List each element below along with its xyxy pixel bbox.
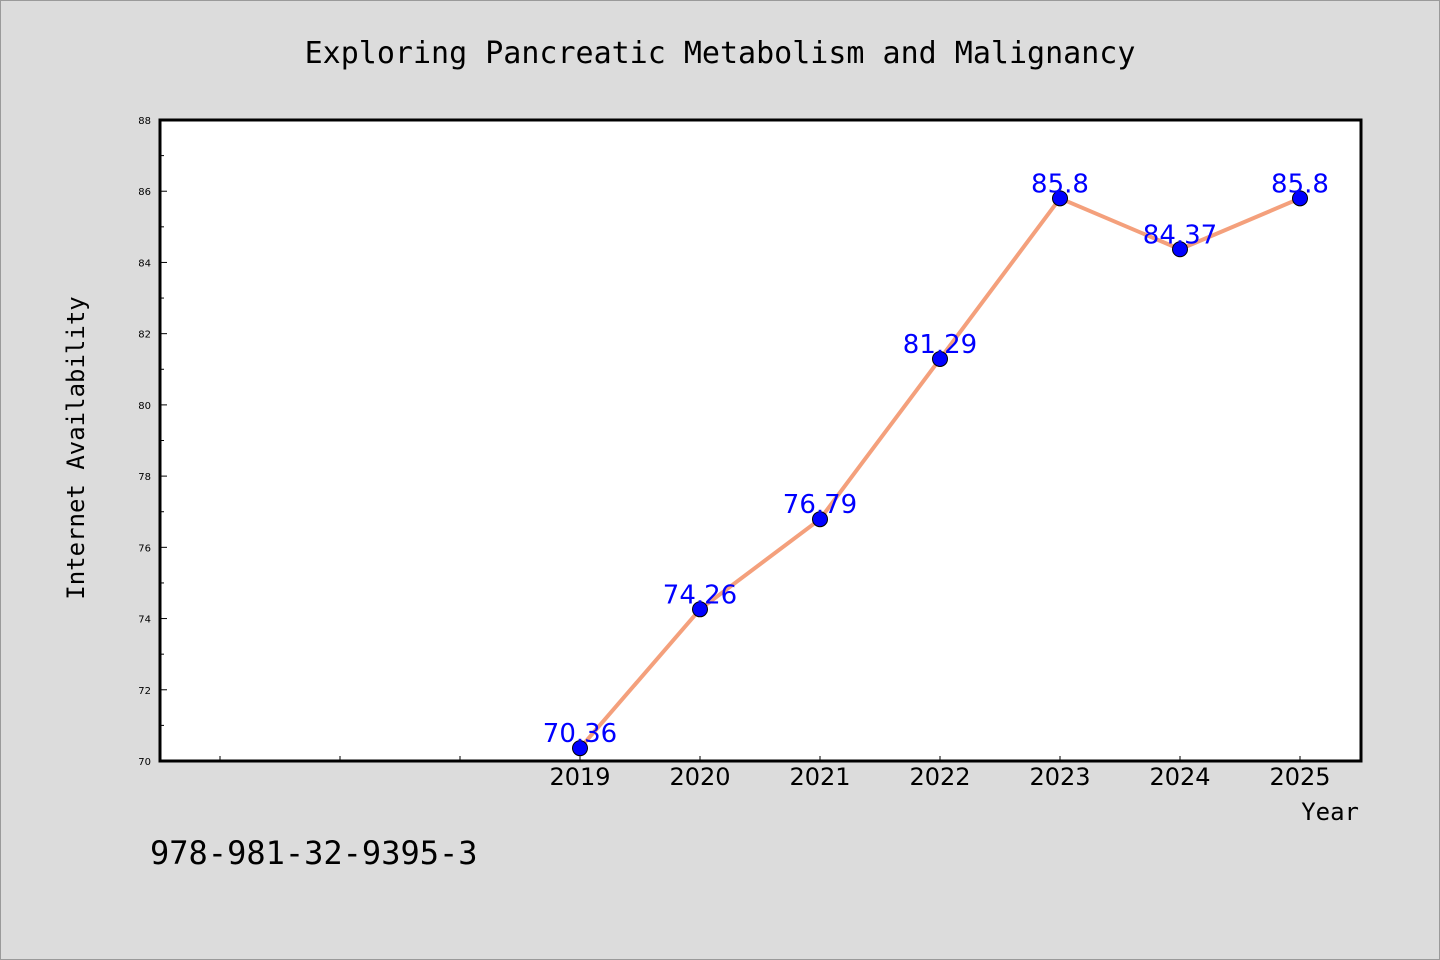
footer-note: 978-981-32-9395-3 [150, 834, 478, 872]
data-label: 76.79 [783, 490, 857, 520]
data-markers [572, 190, 1308, 757]
plot-area [160, 120, 1361, 761]
x-tick-label: 2024 [1149, 763, 1210, 791]
x-tick-labels: 2019 2020 2021 2022 2023 2024 2025 [549, 763, 1330, 791]
y-axis-label: Internet Availability [62, 296, 90, 599]
data-label: 70.36 [543, 719, 617, 749]
y-tick-label: 84 [138, 258, 151, 269]
x-tick-label: 2022 [909, 763, 970, 791]
x-tick-label: 2021 [789, 763, 850, 791]
chart-title: Exploring Pancreatic Metabolism and Mali… [305, 36, 1136, 71]
data-label: 85.8 [1271, 169, 1329, 199]
y-tick-label: 70 [138, 757, 151, 768]
data-labels: 70.36 74.26 76.79 81.29 85.8 84.37 85.8 [543, 169, 1329, 749]
y-tick-label: 82 [138, 330, 151, 341]
y-tick-label: 72 [138, 686, 151, 697]
data-point [812, 511, 828, 528]
data-label: 85.8 [1031, 169, 1089, 199]
data-point [692, 601, 708, 618]
data-label: 81.29 [903, 330, 977, 360]
y-tick-label: 86 [138, 187, 151, 198]
data-point [572, 740, 588, 757]
data-point [932, 350, 948, 367]
y-tick-label: 80 [138, 401, 151, 412]
y-tick-labels: 70 72 74 76 78 80 82 84 86 88 [138, 116, 151, 768]
data-point [1172, 241, 1188, 258]
data-label: 74.26 [663, 580, 737, 610]
y-tick-label: 76 [138, 543, 151, 554]
x-tick-label: 2019 [549, 763, 610, 791]
y-tick-label: 74 [138, 615, 151, 626]
y-tick-label: 78 [138, 472, 151, 483]
data-label: 84.37 [1143, 220, 1217, 250]
x-tick-label: 2023 [1029, 763, 1090, 791]
x-axis-label: Year [1301, 798, 1359, 826]
plot-border [158, 118, 1363, 763]
data-point [1052, 190, 1068, 207]
y-tick-label: 88 [138, 116, 151, 127]
x-tick-label: 2020 [669, 763, 730, 791]
x-tick-label: 2025 [1269, 763, 1330, 791]
data-point [1292, 190, 1308, 207]
